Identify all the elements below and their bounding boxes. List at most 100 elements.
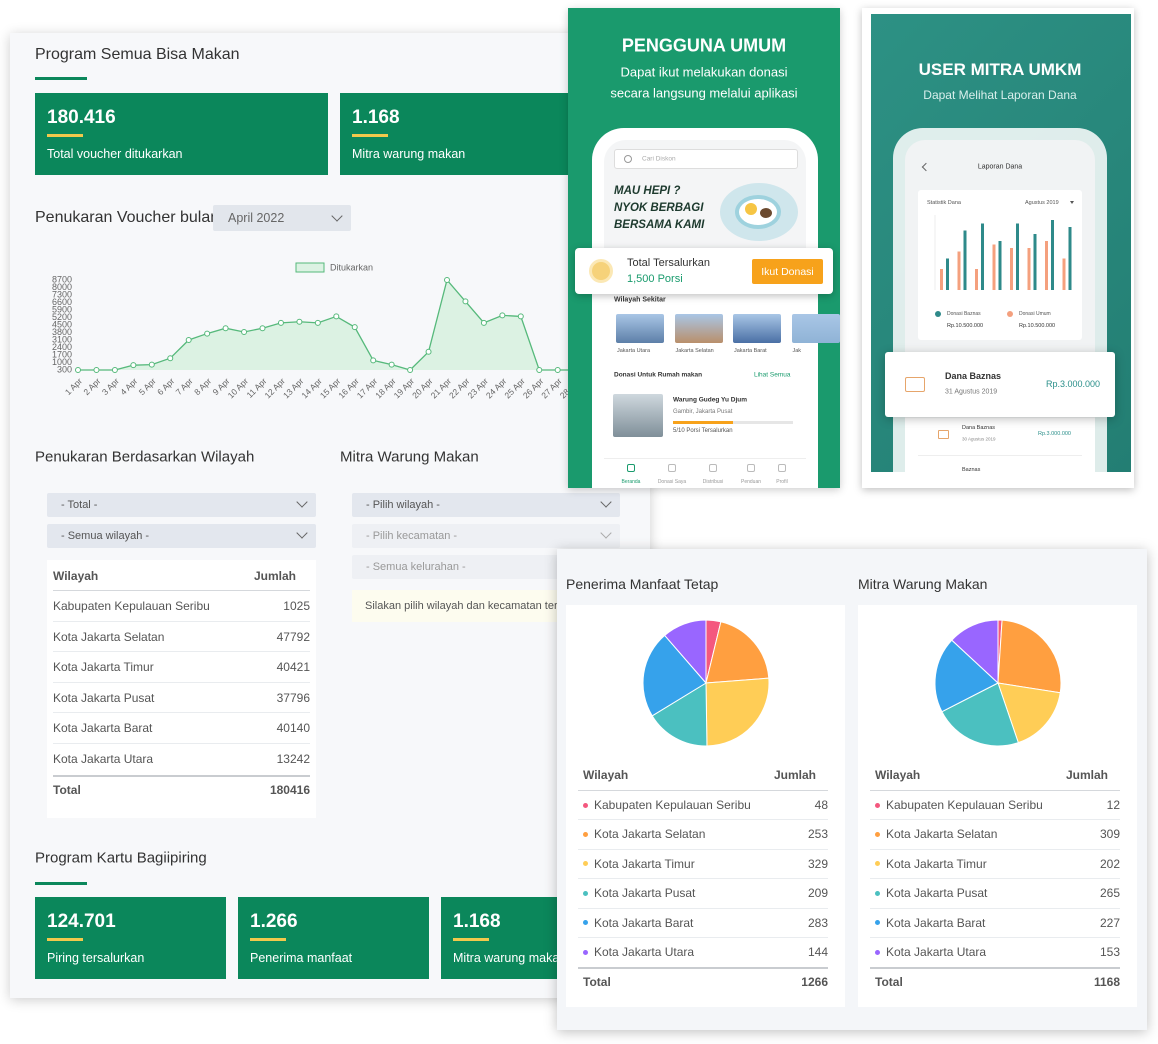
line-point [517,313,524,320]
row-divider [53,775,310,777]
row-divider [578,878,828,880]
line-point [425,348,432,355]
button-label: Ikut Donasi [761,265,814,278]
stat-label: Mitra warung makan [453,951,567,965]
nav-icon [627,464,635,472]
table-total: 1168 [1093,975,1120,989]
stat-label: Penerima manfaat [250,951,353,965]
line-point [130,362,137,369]
table-cell: 209 [807,886,828,901]
search-placeholder: Cari Diskon [642,155,676,163]
bar [957,251,961,290]
table-total: Total [875,975,903,989]
panel-title: USER MITRA UMKM [918,60,1082,79]
table-cell: Kota Jakarta Timur [594,856,695,871]
list-divider [918,455,1082,456]
y-tick-label: 7300 [52,289,72,299]
y-tick-label: 3100 [52,334,72,344]
nav-label: Penduan [740,479,762,485]
chevron [296,527,308,539]
food-bowl [760,208,772,218]
legend-dot [583,861,588,867]
table-cell: Kota Jakarta Selatan [594,827,706,842]
y-tick-label: 300 [57,364,72,374]
dropdown-caret [1070,201,1074,204]
pie-slice [705,677,770,747]
line-point [148,361,155,368]
table-total: 180416 [269,783,310,797]
bar [1051,220,1054,290]
table-cell: 253 [807,827,828,842]
table-cell: Kota Jakarta Utara [886,945,987,959]
bar [940,269,943,290]
bar [998,241,1002,290]
table-cell: 40140 [276,721,310,736]
funds-amount: Rp.3.000.000 [1045,379,1100,389]
total-value: 1,500 Porsi [627,273,683,285]
table-cell: 37796 [276,690,310,705]
x-tick-label: 10 Apr [226,376,251,401]
list-name: Baznas [962,467,981,472]
month-value: April 2022 [228,211,285,225]
banner-text: MAU HEPI ? [614,185,681,197]
row-divider [578,848,828,850]
y-tick-label: 4500 [52,319,72,329]
legend-swatch [295,262,325,273]
filter-value: - Semua wilayah - [61,530,150,542]
filter-value: - Semua kelurahan - [366,561,466,573]
list-area [905,418,1095,472]
table-cell: 144 [807,945,828,959]
row-divider [53,712,310,714]
legend-total: Rp.10.500.000 [947,323,984,329]
line-point [499,312,506,319]
app-merchant-screen: USER MITRA UMKM Dapat Melihat Laporan Dan… [871,14,1131,472]
pie-slice [664,619,707,685]
item-progress: 5/10 Porsi Tersalurkan [673,428,733,434]
x-tick-label: 5 Apr [137,376,158,397]
title-underline [35,882,87,885]
line-point [296,318,303,325]
section-title: Penukaran Berdasarkan Wilayah [35,448,255,466]
legend-dot [875,890,880,896]
pie-slice [651,682,708,747]
section-title: Penukaran Voucher bulan [35,209,220,226]
x-tick-label: 1 Apr [63,376,84,397]
stat-label: Piring tersalurkan [47,951,145,965]
line-point [167,355,174,362]
receipt-icon [938,430,949,439]
bar [963,230,967,290]
table-cell: 227 [1099,915,1120,930]
row-divider [870,907,1120,909]
pie-slice [642,634,707,717]
table-cell: Kabupaten Kepulauan Seribu [53,599,210,613]
filter-select: - Pilih wilayah - [352,493,620,517]
row-divider [578,819,828,821]
donate-button[interactable]: Ikut Donasi [752,259,823,284]
panel-subtitle: Dapat ikut melakukan donasi [620,64,788,80]
table-cell: 48 [814,798,828,812]
region-label: Jakarta Barat [734,348,767,354]
bottom-nav [604,458,806,488]
y-tick-label: 8000 [52,282,72,292]
section-title: Penerima Manfaat Tetap [566,576,719,592]
line-area [78,278,577,371]
month-select: April 2022 [213,205,351,231]
line-point [185,337,192,343]
title-underline [35,77,87,80]
egg-yolk [745,203,757,215]
bar [1045,241,1048,290]
bar [992,244,996,290]
search-icon [624,155,632,163]
chevron [296,496,308,508]
chart-title: Statistik Dana [927,200,961,206]
row-divider [870,937,1120,938]
nav-icon [778,464,786,472]
x-tick-label: 4 Apr [118,376,139,397]
row-divider [578,967,828,969]
nav-label: Donasi Saya [657,479,687,485]
section-label: Donasi Untuk Rumah makan [614,371,703,379]
legend-dot [875,861,880,867]
item-name: Warung Gudeg Yu Djum [673,396,748,404]
app-user-panel: PENGGUNA UMUM Dapat ikut melakukan donasi… [568,8,840,488]
item-location: Gambir, Jakarta Pusat [673,409,733,415]
